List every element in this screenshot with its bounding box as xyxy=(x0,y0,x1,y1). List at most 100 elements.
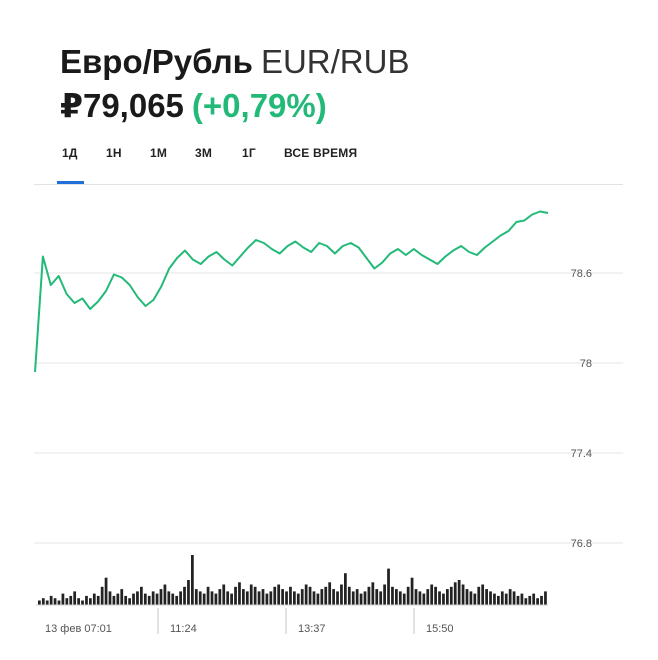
volume-bar xyxy=(410,577,414,605)
volume-bar xyxy=(234,586,237,605)
x-tick-label: 11:24 xyxy=(170,623,197,635)
volume-bar xyxy=(112,595,116,605)
volume-bar xyxy=(147,595,151,605)
volume-bar xyxy=(493,593,496,605)
volume-bar xyxy=(387,568,390,605)
volume-bar xyxy=(328,582,332,605)
volume-bar xyxy=(38,600,41,605)
volume-bar xyxy=(391,586,394,605)
volume-bar xyxy=(508,589,512,605)
period-tabs: 1Д 1Н 1М 3М 1Г ВСЕ ВРЕМЯ xyxy=(34,140,623,185)
volume-bar xyxy=(202,593,206,605)
volume-bar xyxy=(544,591,547,605)
current-price: ₽79,065 xyxy=(60,87,184,124)
price-line-layer xyxy=(34,210,549,373)
volume-bar xyxy=(167,591,171,605)
volume-bar xyxy=(45,600,49,605)
volume-bar xyxy=(281,589,284,605)
volume-bar xyxy=(151,591,155,605)
volume-bar xyxy=(296,593,300,605)
volume-bar xyxy=(124,595,128,605)
volume-bar xyxy=(171,593,175,605)
volume-bar xyxy=(477,586,481,605)
volume-bar xyxy=(249,584,253,605)
volume-bar xyxy=(332,589,335,605)
volume-bar xyxy=(316,593,320,605)
volume-bar xyxy=(57,600,61,605)
volume-bar xyxy=(453,582,457,605)
volume-bar xyxy=(132,593,135,605)
volume-bar xyxy=(536,598,539,605)
volume-bar xyxy=(371,582,375,605)
x-axis-ticks: 13 фев 07:01 11:24 13:37 15:50 xyxy=(45,608,454,635)
volume-bar xyxy=(489,591,492,605)
volume-bar xyxy=(367,586,371,605)
volume-bar xyxy=(516,595,520,605)
volume-bar xyxy=(159,589,163,605)
volume-bar xyxy=(442,593,445,605)
volume-bar xyxy=(375,589,379,605)
volume-bar xyxy=(92,593,96,605)
volume-bar xyxy=(136,591,139,605)
volume-bar xyxy=(422,593,426,605)
volume-bar xyxy=(81,600,84,605)
volume-bar xyxy=(430,584,434,605)
volume-bar xyxy=(449,586,453,605)
price-row: ₽79,065 (+0,79%) xyxy=(60,84,327,128)
volume-bar xyxy=(438,591,441,605)
volume-bar xyxy=(230,593,233,605)
tab-1m[interactable]: 1М xyxy=(150,146,168,160)
x-tick-label: 15:50 xyxy=(426,623,454,635)
tab-all-time[interactable]: ВСЕ ВРЕМЯ xyxy=(284,146,358,160)
volume-bar xyxy=(73,591,77,605)
volume-bar xyxy=(336,591,339,605)
volume-bar xyxy=(198,591,202,605)
volume-bar xyxy=(426,589,430,605)
volume-bar xyxy=(104,577,108,605)
volume-bar xyxy=(257,591,261,605)
volume-bar xyxy=(238,582,241,605)
volume-bar xyxy=(540,595,543,605)
price-change: (+0,79%) xyxy=(191,87,327,124)
price-line xyxy=(34,210,549,373)
volume-bar xyxy=(469,591,473,605)
volume-bar xyxy=(434,586,437,605)
volume-bar xyxy=(116,593,120,605)
volume-bar xyxy=(300,589,304,605)
page-title: Евро/Рубль EUR/RUB xyxy=(60,40,410,84)
volume-bar xyxy=(504,593,508,605)
volume-bar xyxy=(512,591,516,605)
volume-bar xyxy=(347,586,351,605)
volume-bar xyxy=(89,598,92,605)
tab-1d[interactable]: 1Д xyxy=(62,146,78,160)
volume-bar xyxy=(277,584,281,605)
volume-bar xyxy=(383,584,386,605)
volume-bar xyxy=(293,591,296,605)
volume-bar xyxy=(245,591,249,605)
tab-1w[interactable]: 1Н xyxy=(106,146,122,160)
x-tick-label: 13:37 xyxy=(298,623,326,635)
volume-bar xyxy=(49,595,53,605)
tab-1y[interactable]: 1Г xyxy=(242,146,256,160)
volume-bar xyxy=(100,586,104,605)
y-tick-label: 77.4 xyxy=(571,448,592,460)
volume-bar xyxy=(481,584,485,605)
volume-bar xyxy=(355,589,359,605)
volume-bar xyxy=(143,593,147,605)
tab-active-indicator xyxy=(57,181,84,184)
volume-bar xyxy=(61,593,65,605)
volume-bar xyxy=(308,586,312,605)
volume-bar xyxy=(163,584,167,605)
volume-bar xyxy=(344,573,347,605)
volume-bar xyxy=(210,591,214,605)
volume-bar xyxy=(497,595,500,605)
volume-bar xyxy=(324,586,328,605)
volume-bar xyxy=(340,584,343,605)
grid-lines xyxy=(34,272,623,544)
volume-bar xyxy=(395,589,398,605)
volume-bar xyxy=(140,586,143,605)
tab-3m[interactable]: 3М xyxy=(195,146,213,160)
volume-bar xyxy=(418,591,422,605)
volume-bar xyxy=(108,591,112,605)
